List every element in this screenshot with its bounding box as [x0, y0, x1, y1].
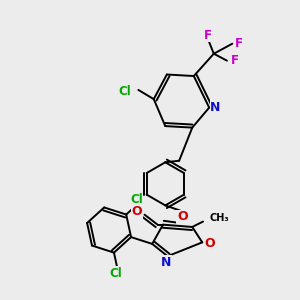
- Text: Cl: Cl: [118, 85, 131, 98]
- Text: F: F: [231, 54, 239, 67]
- Text: Cl: Cl: [109, 267, 122, 280]
- Text: F: F: [204, 29, 212, 42]
- Text: O: O: [131, 205, 142, 218]
- Text: N: N: [161, 256, 171, 269]
- Text: Cl: Cl: [130, 193, 143, 206]
- Text: CH₃: CH₃: [209, 213, 229, 223]
- Text: O: O: [205, 237, 215, 250]
- Text: O: O: [177, 211, 188, 224]
- Text: F: F: [235, 37, 242, 50]
- Text: N: N: [210, 101, 220, 114]
